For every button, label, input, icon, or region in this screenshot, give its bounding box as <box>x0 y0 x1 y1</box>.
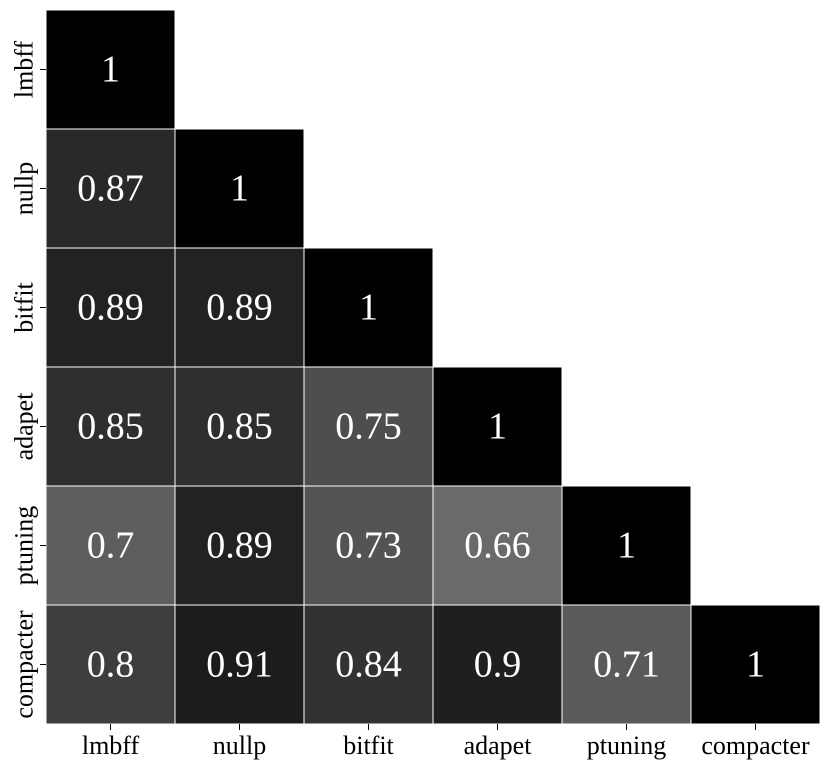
cell-value-label-adapet-bitfit: 0.75 <box>335 406 402 448</box>
heatmap-cell-adapet-adapet <box>432 366 563 487</box>
heatmap-cell-ptuning-adapet <box>432 485 563 606</box>
heatmap-cell-compacter-nullp <box>174 604 305 725</box>
heatmap-cell-nullp-lmbff <box>45 128 176 249</box>
cell-value-label-ptuning-ptuning: 1 <box>617 525 636 567</box>
cell-value-label-ptuning-lmbff: 0.7 <box>87 525 135 567</box>
cell-value-label-compacter-adapet: 0.9 <box>474 644 522 686</box>
cell-value-label-ptuning-adapet: 0.66 <box>464 525 531 567</box>
cell-value-label-adapet-adapet: 1 <box>488 406 507 448</box>
cell-value-label-lmbff-lmbff: 1 <box>101 49 120 91</box>
row-tick-label-bitfit: bitfit <box>10 281 39 332</box>
heatmap-cell-compacter-ptuning <box>561 604 692 725</box>
row-tick-label-adapet: adapet <box>10 392 39 461</box>
column-tick-label-adapet: adapet <box>464 731 533 760</box>
cell-value-label-compacter-nullp: 0.91 <box>206 644 273 686</box>
cell-value-label-nullp-nullp: 1 <box>230 168 249 210</box>
row-tick-label-ptuning: ptuning <box>10 506 39 585</box>
row-tick-label-compacter: compacter <box>10 610 39 719</box>
heatmap-cell-compacter-compacter <box>690 604 821 725</box>
heatmap-cell-ptuning-ptuning <box>561 485 692 606</box>
heatmap-cell-lmbff-lmbff <box>45 9 176 130</box>
heatmap-cell-bitfit-lmbff <box>45 247 176 368</box>
cell-value-label-compacter-lmbff: 0.8 <box>87 644 135 686</box>
heatmap-cell-ptuning-bitfit <box>303 485 434 606</box>
heatmap-cell-compacter-bitfit <box>303 604 434 725</box>
heatmap-cell-adapet-nullp <box>174 366 305 487</box>
cell-value-label-compacter-ptuning: 0.71 <box>593 644 660 686</box>
heatmap-cells: 1 0.87 1 0.89 0.89 1 0.85 0.85 0.75 1 0.7 0.89 0.73 0… <box>45 9 821 725</box>
column-tick-label-compacter: compacter <box>701 731 810 760</box>
column-tick-label-nullp: nullp <box>213 731 266 760</box>
cell-value-label-compacter-compacter: 1 <box>746 644 765 686</box>
cell-value-label-bitfit-nullp: 0.89 <box>206 287 273 329</box>
cell-value-label-bitfit-lmbff: 0.89 <box>77 287 144 329</box>
cell-value-label-ptuning-bitfit: 0.73 <box>335 525 402 567</box>
column-tick-label-lmbff: lmbff <box>82 731 140 760</box>
row-tick-label-nullp: nullp <box>10 162 39 215</box>
cell-value-label-nullp-lmbff: 0.87 <box>77 168 144 210</box>
column-tick-label-bitfit: bitfit <box>343 731 394 760</box>
column-tick-label-ptuning: ptuning <box>587 731 666 760</box>
cell-value-label-compacter-bitfit: 0.84 <box>335 644 402 686</box>
row-tick-labels: lmbff nullp bitfit adapet ptuning compacter <box>10 41 46 719</box>
cell-value-label-bitfit-bitfit: 1 <box>359 287 378 329</box>
heatmap-cell-bitfit-nullp <box>174 247 305 368</box>
cell-value-label-adapet-lmbff: 0.85 <box>77 406 144 448</box>
cell-value-label-ptuning-nullp: 0.89 <box>206 525 273 567</box>
cell-value-label-adapet-nullp: 0.85 <box>206 406 273 448</box>
heatmap-cell-compacter-adapet <box>432 604 563 725</box>
column-tick-labels: lmbff nullp bitfit adapet ptuning compacter <box>82 724 810 760</box>
heatmap-cell-nullp-nullp <box>174 128 305 249</box>
row-tick-label-lmbff: lmbff <box>10 41 39 99</box>
heatmap-cell-bitfit-bitfit <box>303 247 434 368</box>
heatmap-cell-ptuning-nullp <box>174 485 305 606</box>
